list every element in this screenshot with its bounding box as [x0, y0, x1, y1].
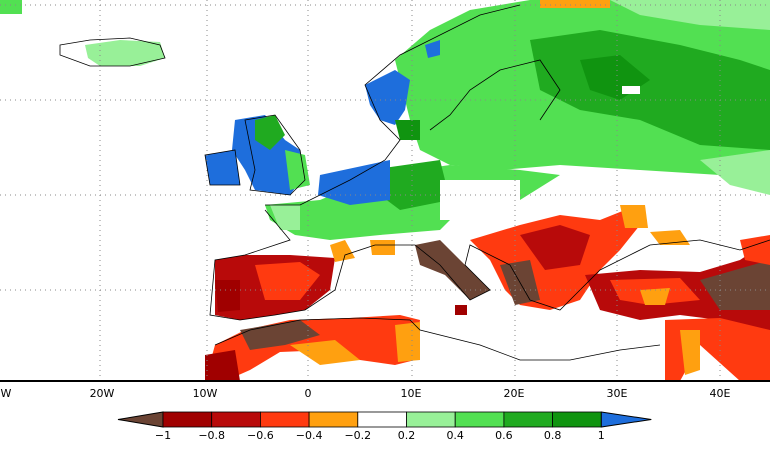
x-tick-label: 40E [710, 387, 731, 400]
x-axis-ticks: 30W 20W 10W 0 10E 20E 30E 40E [0, 387, 731, 400]
shaded-regions [0, 0, 770, 381]
colorbar-tick-label: 0.2 [398, 429, 416, 442]
x-tick-label: 20E [504, 387, 525, 400]
colorbar: −1 −0.8 −0.6 −0.4 −0.2 0.2 0.4 0.6 0.8 1 [117, 411, 652, 442]
british-isles-region [232, 115, 305, 195]
colorbar-segment [211, 411, 261, 428]
x-tick-label: 10W [193, 387, 218, 400]
x-tick-label: 30E [607, 387, 628, 400]
iceland-region [85, 40, 165, 66]
colorbar-under-arrow [117, 411, 164, 428]
colorbar-tick-label: −0.4 [296, 429, 323, 442]
colorbar-tick-label: 0.8 [544, 429, 562, 442]
colorbar-tick-label: 0.6 [495, 429, 513, 442]
coastlines [59, 4, 770, 361]
colorbar-segment [552, 411, 602, 428]
colorbar-tick-label: −0.6 [247, 429, 274, 442]
colorbar-tick-label: −0.2 [344, 429, 371, 442]
colorbar-segment [454, 411, 505, 428]
x-tick-label: 20W [90, 387, 115, 400]
colorbar-segment [406, 411, 456, 428]
italy-region [415, 240, 490, 300]
anomaly-map: 30W 20W 10W 0 10E 20E 30E 40E [0, 0, 770, 400]
colorbar-tick-label: −1 [155, 429, 171, 442]
colorbar-segment [503, 411, 553, 428]
gridlines [0, 0, 770, 381]
colorbar-segment [357, 411, 407, 428]
colorbar-segment [308, 411, 359, 428]
colorbar-segment [259, 411, 310, 428]
x-tick-label: 30W [0, 387, 12, 400]
benelux-blue-region [318, 160, 390, 205]
colorbar-tick-label: 0.4 [446, 429, 464, 442]
colorbar-over-arrow [600, 411, 652, 428]
x-tick-label: 0 [305, 387, 312, 400]
colorbar-tick-label: −0.8 [198, 429, 225, 442]
colorbar-tick-label: 1 [598, 429, 605, 442]
colorbar-segment [162, 411, 213, 428]
x-tick-label: 10E [401, 387, 422, 400]
